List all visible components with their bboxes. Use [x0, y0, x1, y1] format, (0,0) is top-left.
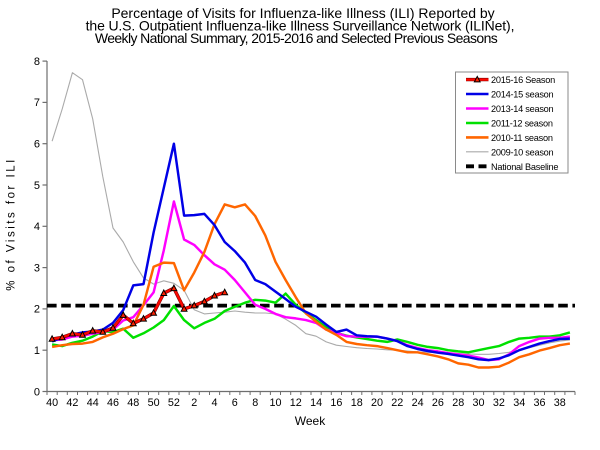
- svg-text:28: 28: [452, 397, 464, 409]
- svg-text:0: 0: [34, 386, 40, 398]
- svg-text:52: 52: [168, 397, 180, 409]
- svg-text:24: 24: [412, 397, 424, 409]
- svg-text:Percentage of Visits for Influ: Percentage of Visits for Influenza-like …: [111, 5, 494, 21]
- svg-text:26: 26: [432, 397, 444, 409]
- svg-text:% of Visits for ILI: % of Visits for ILI: [6, 157, 18, 291]
- svg-text:14: 14: [310, 397, 322, 409]
- svg-text:46: 46: [107, 397, 119, 409]
- svg-text:8: 8: [34, 56, 40, 68]
- svg-text:7: 7: [34, 97, 40, 109]
- svg-text:1: 1: [34, 345, 40, 357]
- svg-text:22: 22: [391, 397, 403, 409]
- svg-text:Week: Week: [295, 414, 326, 428]
- svg-text:2015-16 Season: 2015-16 Season: [491, 75, 555, 85]
- svg-text:40: 40: [46, 397, 58, 409]
- svg-text:30: 30: [472, 397, 484, 409]
- svg-text:2: 2: [34, 304, 40, 316]
- svg-text:50: 50: [148, 397, 160, 409]
- svg-text:Weekly National Summary, 2015-: Weekly National Summary, 2015-2016 and S…: [95, 30, 498, 46]
- svg-text:10: 10: [269, 397, 281, 409]
- svg-text:48: 48: [127, 397, 139, 409]
- svg-text:National Baseline: National Baseline: [491, 162, 558, 172]
- svg-text:38: 38: [554, 397, 566, 409]
- svg-text:16: 16: [330, 397, 342, 409]
- svg-text:42: 42: [66, 397, 78, 409]
- svg-text:4: 4: [211, 397, 217, 409]
- svg-text:34: 34: [513, 397, 525, 409]
- svg-text:2013-14 season: 2013-14 season: [491, 104, 554, 114]
- svg-text:the U.S. Outpatient Influenza-: the U.S. Outpatient Influenza-like Illne…: [86, 18, 515, 34]
- svg-text:12: 12: [290, 397, 302, 409]
- svg-text:6: 6: [232, 397, 238, 409]
- svg-text:2: 2: [191, 397, 197, 409]
- svg-text:32: 32: [493, 397, 505, 409]
- svg-text:6: 6: [34, 139, 40, 151]
- svg-text:8: 8: [252, 397, 258, 409]
- svg-text:2014-15 season: 2014-15 season: [491, 90, 554, 100]
- svg-text:18: 18: [351, 397, 363, 409]
- svg-text:44: 44: [87, 397, 99, 409]
- svg-text:2009-10 season: 2009-10 season: [491, 147, 554, 157]
- svg-text:5: 5: [34, 180, 40, 192]
- svg-text:3: 3: [34, 262, 40, 274]
- svg-text:2010-11 season: 2010-11 season: [491, 133, 553, 143]
- svg-text:2011-12 season: 2011-12 season: [491, 119, 553, 129]
- svg-text:4: 4: [34, 221, 40, 233]
- svg-text:20: 20: [371, 397, 383, 409]
- svg-text:36: 36: [533, 397, 545, 409]
